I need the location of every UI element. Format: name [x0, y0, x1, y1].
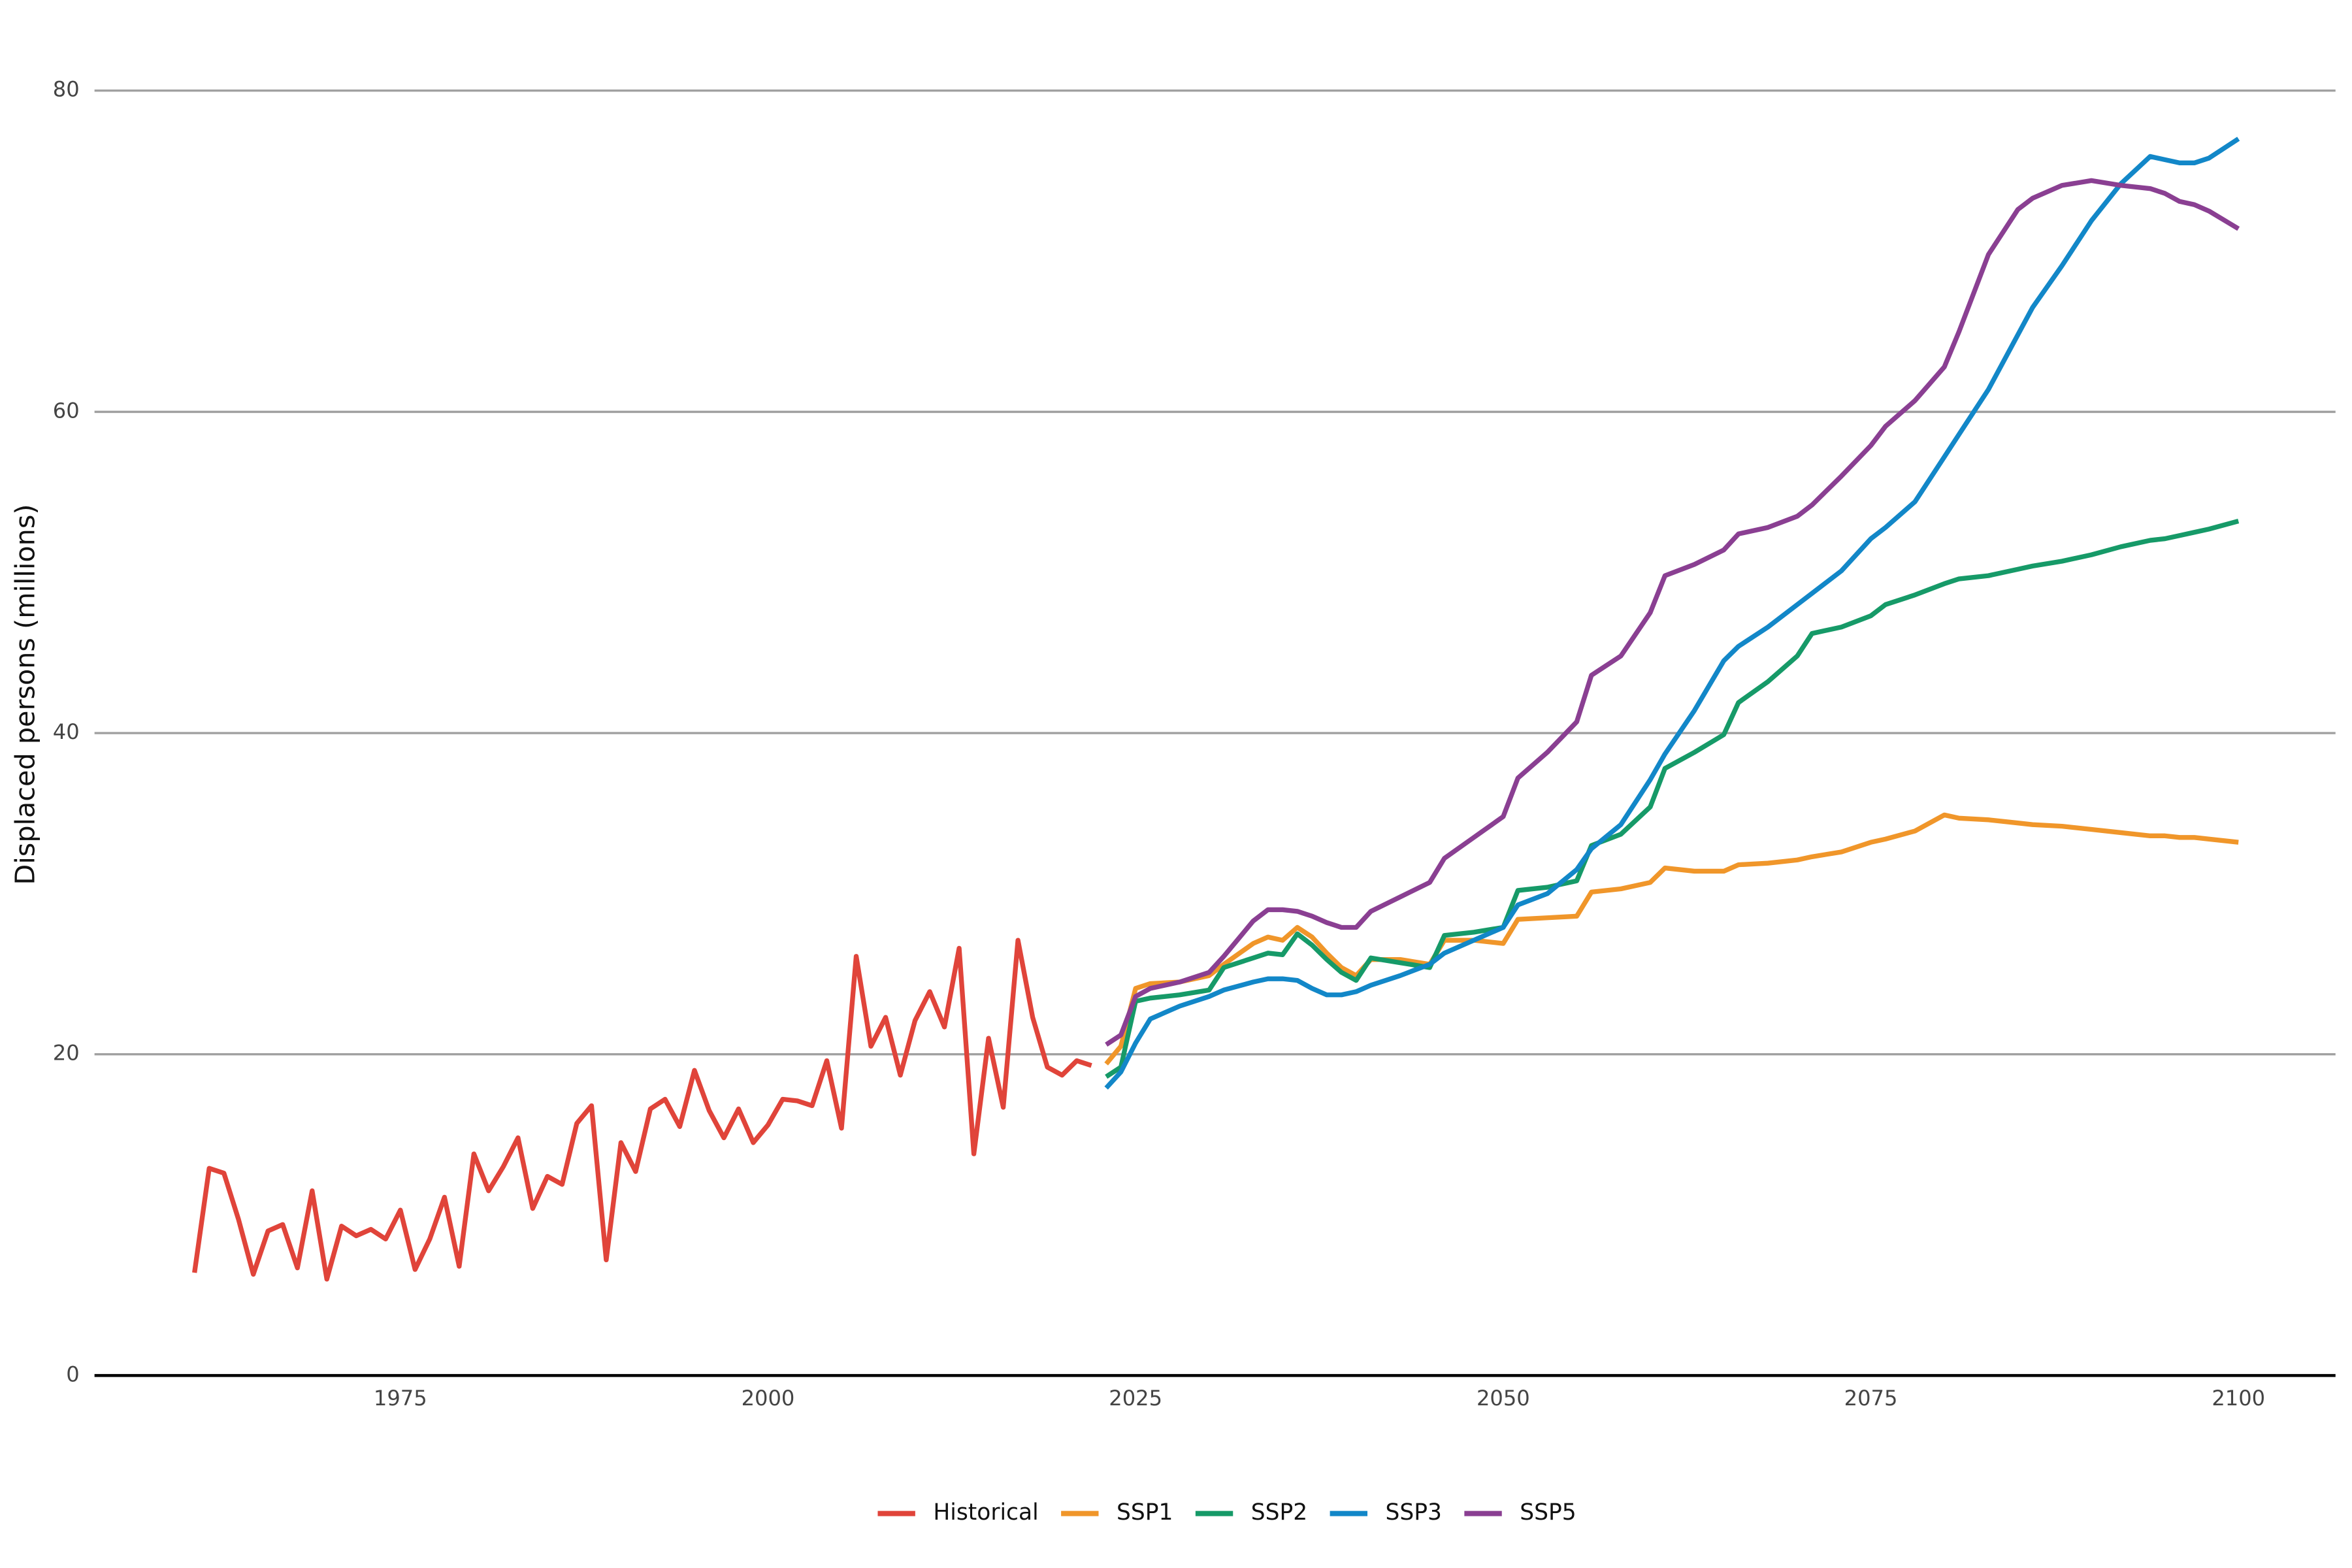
x-tick-label: 2075 [1844, 1386, 1898, 1411]
y-tick-label: 80 [53, 77, 80, 102]
x-tick-label: 2050 [1477, 1386, 1530, 1411]
y-tick-label: 40 [53, 719, 80, 744]
x-tick-label: 2025 [1109, 1386, 1162, 1411]
series-line [1104, 137, 2240, 1090]
y-tick-label: 0 [66, 1362, 79, 1386]
series-line [192, 938, 1092, 1282]
series-line [1105, 178, 2240, 1047]
legend-label: SSP1 [1117, 1499, 1173, 1526]
legend-label: SSP3 [1386, 1499, 1442, 1526]
y-axis-label: Displaced persons (millions) [9, 504, 41, 885]
series-line [1105, 518, 2240, 1079]
legend-label: Historical [933, 1499, 1038, 1526]
x-tick-label: 2100 [2212, 1386, 2265, 1411]
y-tick-label: 60 [53, 398, 80, 423]
y-tick-label: 20 [53, 1041, 80, 1066]
series-line [1104, 812, 2239, 1066]
legend-label: SSP2 [1251, 1499, 1307, 1526]
x-tick-label: 1975 [374, 1386, 427, 1411]
x-tick-label: 2000 [742, 1386, 795, 1411]
legend-label: SSP5 [1520, 1499, 1576, 1526]
